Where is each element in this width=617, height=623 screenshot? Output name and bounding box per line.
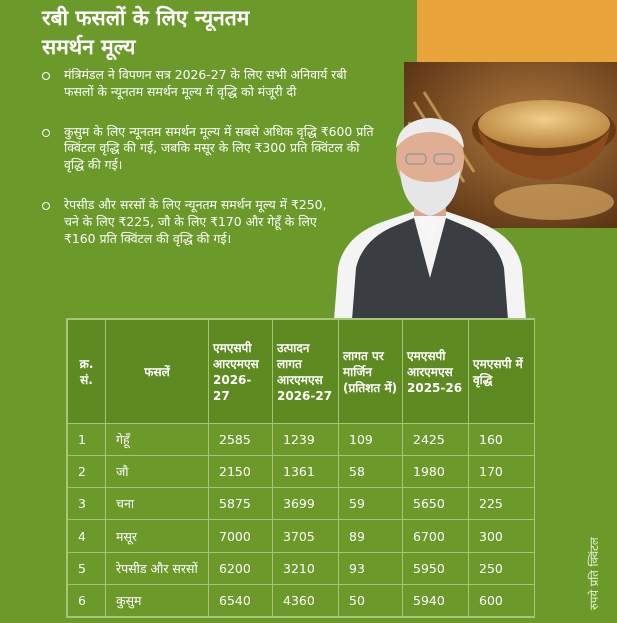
cell-sn: 2 [67, 455, 106, 489]
bullet-item: मंत्रिमंडल ने विपणन सत्र 2026-27 के लिए … [40, 67, 354, 101]
cell-sn: 3 [67, 487, 106, 521]
cell-cost: 1361 [272, 455, 339, 489]
cell-margin: 50 [338, 583, 403, 618]
table-row: 2 जौ 2150 1361 58 1980 170 [67, 455, 535, 489]
cell-crop: कुसुम [105, 583, 209, 618]
title-line-1: रबी फसलों के लिए न्यूनतम [42, 6, 250, 30]
title-line-2: समर्थन मूल्य [42, 35, 136, 59]
cell-increase: 160 [468, 422, 535, 457]
cell-msp-2026-27: 7000 [208, 519, 273, 553]
header-msp-2025-26: एमएसपी आरएमएस 2025-26 [402, 319, 469, 424]
header-msp-increase: एमएसपी में वृद्धि [468, 319, 535, 424]
cell-margin: 59 [338, 487, 403, 521]
bullet-list: मंत्रिमंडल ने विपणन सत्र 2026-27 के लिए … [40, 67, 374, 247]
cell-cost: 1239 [272, 422, 339, 457]
bullet-circle-icon [42, 201, 50, 210]
header-crop: फसलें [105, 319, 209, 424]
cell-msp-2025-26: 1980 [402, 455, 469, 489]
cell-msp-2026-27: 2585 [208, 422, 273, 457]
cell-crop: मसूर [105, 519, 209, 553]
table-row: 6 कुसुम 6540 4360 50 5940 600 [67, 583, 535, 618]
table-row: 1 गेहूँ 2585 1239 109 2425 160 [67, 422, 535, 457]
cell-crop: चना [105, 487, 209, 521]
bullet-text: कुसुम के लिए न्यूनतम समर्थन मूल्य में सब… [64, 123, 374, 173]
table-row: 4 मसूर 7000 3705 89 6700 300 [67, 519, 535, 553]
cell-cost: 3705 [272, 519, 339, 553]
table-row: 3 चना 5875 3699 59 5650 225 [67, 487, 535, 521]
table-body: 1 गेहूँ 2585 1239 109 2425 160 2 जौ 2150 1361 58 198… [67, 422, 535, 618]
cell-sn: 6 [67, 583, 106, 618]
cell-crop: गेहूँ [105, 422, 209, 457]
cell-msp-2026-27: 5875 [208, 487, 273, 521]
cell-msp-2026-27: 6540 [208, 583, 273, 618]
bullet-circle-icon [42, 72, 50, 80]
cell-sn: 5 [67, 551, 106, 585]
cell-cost: 3699 [272, 487, 339, 521]
header-serial: क्र. सं. [67, 319, 106, 424]
cell-msp-2025-26: 5950 [402, 551, 469, 585]
cell-sn: 4 [67, 519, 106, 553]
cell-increase: 250 [468, 551, 535, 585]
msp-table: क्र. सं. फसलें एमएसपी आरएमएस 2026-27 उत्… [66, 318, 535, 618]
cell-msp-2025-26: 5650 [402, 487, 469, 521]
cell-msp-2026-27: 2150 [208, 455, 273, 489]
cell-margin: 93 [338, 551, 403, 585]
cell-increase: 170 [468, 455, 535, 489]
cell-margin: 109 [338, 422, 403, 457]
wheat-bowl-photo [404, 62, 617, 228]
cell-crop: रेपसीड और सरसों [105, 551, 209, 585]
cell-cost: 3210 [272, 551, 339, 585]
bullet-text: रेपसीड और सरसों के लिए न्यूनतम समर्थन मू… [64, 196, 327, 246]
cell-sn: 1 [67, 422, 106, 457]
cell-increase: 300 [468, 519, 535, 553]
header-margin: लागत पर मार्जिन (प्रतिशत में) [338, 319, 403, 424]
cell-cost: 4360 [272, 583, 339, 618]
header-production-cost: उत्पादन लागत आरएमएस 2026-27 [272, 319, 339, 424]
cell-increase: 600 [468, 583, 535, 618]
cell-msp-2026-27: 6200 [208, 551, 273, 585]
header-msp-2026-27: एमएसपी आरएमएस 2026-27 [208, 319, 273, 424]
bullet-item: कुसुम के लिए न्यूनतम समर्थन मूल्य में सब… [40, 124, 382, 174]
cell-increase: 225 [468, 487, 535, 521]
bullet-item: रेपसीड और सरसों के लिए न्यूनतम समर्थन मू… [40, 197, 340, 247]
cell-msp-2025-26: 6700 [402, 519, 469, 553]
person-photo [330, 118, 530, 324]
cell-msp-2025-26: 5940 [402, 583, 469, 618]
page-title: रबी फसलों के लिए न्यूनतम समर्थन मूल्य [42, 4, 249, 62]
unit-note: रुपये प्रति क्विंटल [587, 537, 601, 610]
cell-margin: 58 [338, 455, 403, 489]
bullet-circle-icon [42, 128, 50, 137]
cell-msp-2025-26: 2425 [402, 422, 469, 457]
bullet-text: मंत्रिमंडल ने विपणन सत्र 2026-27 के लिए … [64, 67, 347, 99]
table-row: 5 रेपसीड और सरसों 6200 3210 93 5950 250 [67, 551, 535, 585]
cell-crop: जौ [105, 455, 209, 489]
cell-margin: 89 [338, 519, 403, 553]
